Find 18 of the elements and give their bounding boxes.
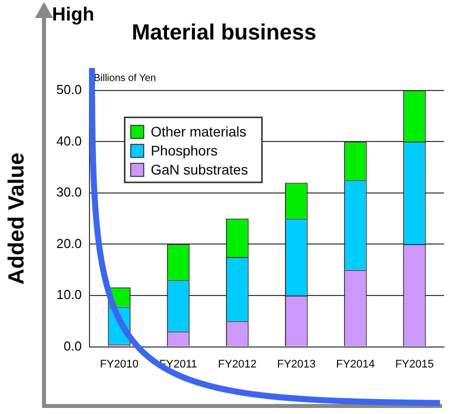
text: Billions of Yen [94, 73, 156, 84]
chart-title: Material business [132, 19, 316, 44]
x-tick-label: FY2015 [395, 358, 434, 370]
legend-label: Phosphors [150, 142, 218, 158]
y-tick-label: 20.0 [56, 236, 82, 251]
y-tick-label: 10.0 [56, 287, 82, 302]
y-tick-label: 30.0 [56, 184, 82, 200]
x-tick-label: FY2014 [336, 358, 375, 370]
y-tick-label: 40.0 [56, 133, 82, 148]
x-tick-label: FY2012 [218, 358, 257, 370]
y-tick-label: 50.0 [56, 82, 82, 97]
y-tick-label: 0.0 [64, 338, 82, 354]
x-tick-label: FY2013 [277, 358, 316, 370]
legend-label: GaN substrates [150, 161, 248, 178]
legend-label: Other materials [150, 123, 246, 140]
y-axis-title: Added Value [3, 152, 28, 285]
x-tick-label: FY2010 [100, 358, 138, 370]
text: High [52, 4, 94, 26]
